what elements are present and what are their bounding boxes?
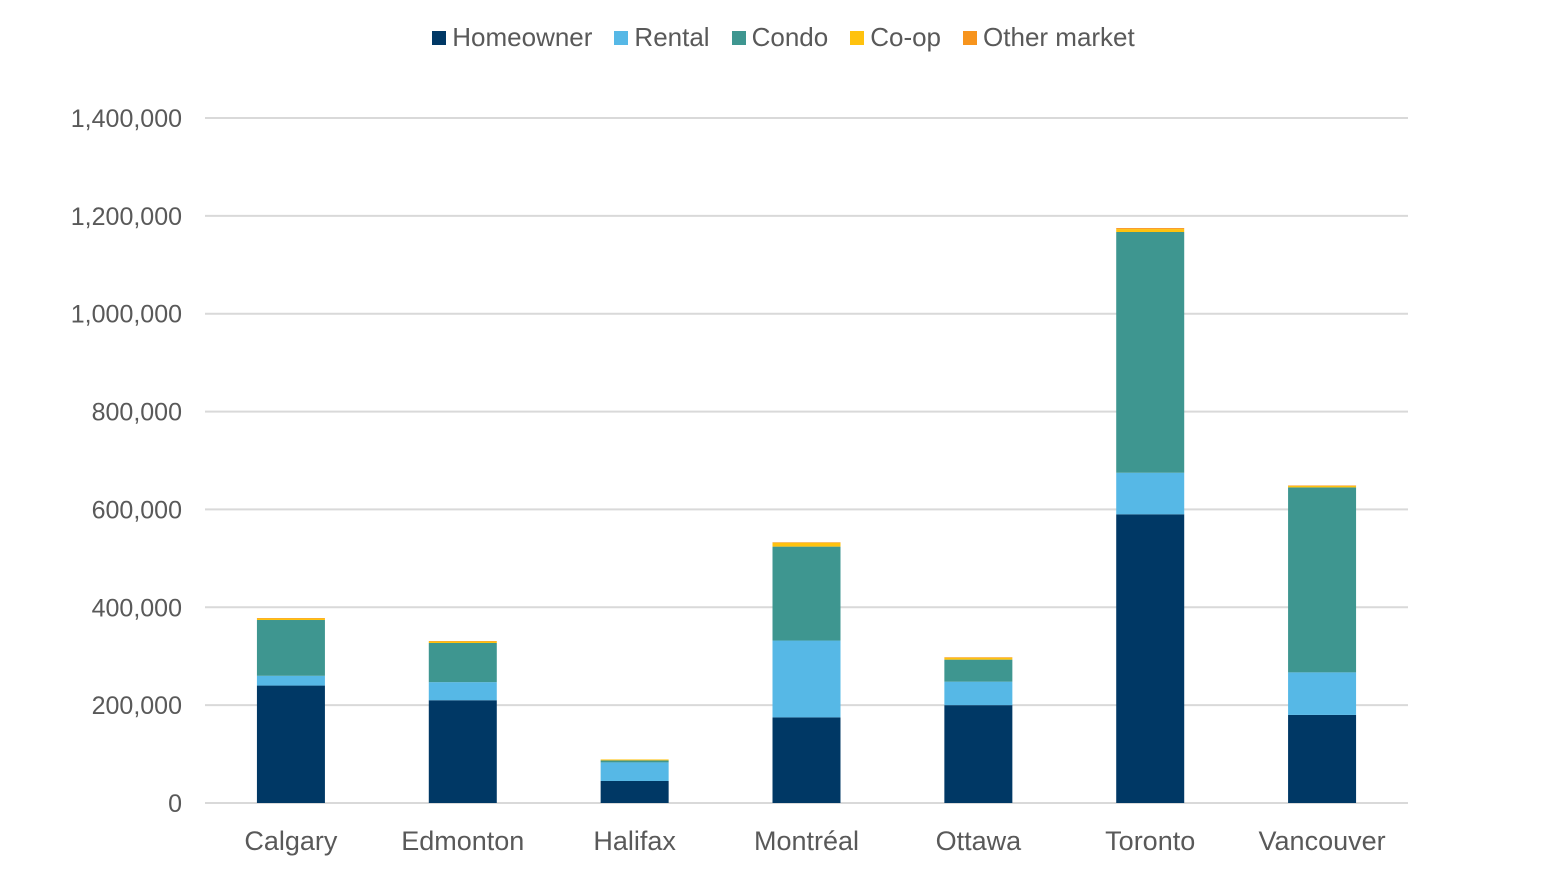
bar-segment-co-op — [1116, 229, 1185, 233]
bar-segment-co-op — [256, 618, 325, 621]
bar-segment-homeowner — [772, 717, 841, 803]
bar-segment-condo — [600, 760, 669, 763]
legend-item: Condo — [731, 22, 829, 53]
legend-item: Rental — [614, 22, 710, 53]
y-tick-label: 1,400,000 — [71, 105, 182, 133]
bar-segment-co-op — [944, 657, 1013, 660]
x-tick-label: Halifax — [593, 826, 676, 856]
y-tick-label: 1,200,000 — [71, 203, 182, 231]
y-tick-label: 0 — [168, 790, 182, 818]
legend-item: Co-op — [850, 22, 941, 53]
bar-segment-condo — [1116, 232, 1185, 473]
bar-segment-condo — [256, 620, 325, 676]
bar-segment-co-op — [600, 759, 669, 761]
legend-swatch — [963, 30, 978, 45]
bar-segment-condo — [428, 643, 497, 683]
bar-segment-other-market — [1116, 228, 1185, 230]
x-tick-label: Ottawa — [936, 826, 1023, 856]
bar-segment-condo — [944, 659, 1013, 682]
bar-segment-rental — [1288, 672, 1357, 715]
y-tick-label: 800,000 — [92, 399, 182, 427]
bar-segment-rental — [600, 762, 669, 781]
bar-segment-homeowner — [600, 780, 669, 803]
legend-swatch — [731, 30, 746, 45]
legend-label: Rental — [634, 22, 710, 52]
bar-segment-rental — [1116, 472, 1185, 515]
bar-segment-homeowner — [1288, 714, 1357, 803]
bar-segment-co-op — [428, 641, 497, 644]
legend-label: Other market — [983, 22, 1135, 52]
x-tick-label: Montréal — [754, 826, 859, 856]
legend-swatch — [614, 30, 629, 45]
bar-segment-homeowner — [256, 685, 325, 803]
y-tick-label: 1,000,000 — [71, 301, 182, 329]
bar-segment-co-op — [772, 542, 841, 547]
bar-segment-rental — [428, 682, 497, 701]
y-tick-label: 400,000 — [92, 594, 182, 622]
bar-segment-condo — [772, 546, 841, 641]
x-tick-label: Vancouver — [1259, 826, 1386, 856]
y-tick-label: 200,000 — [92, 692, 182, 720]
bar-segment-rental — [944, 681, 1013, 706]
legend-label: Condo — [751, 22, 829, 52]
bar-segment-homeowner — [428, 700, 497, 803]
bar-segment-co-op — [1288, 485, 1357, 488]
bar-segment-rental — [772, 640, 841, 718]
legend-item: Other market — [963, 22, 1135, 53]
x-tick-label: Calgary — [244, 826, 338, 856]
x-tick-label: Toronto — [1105, 826, 1195, 856]
bar-segment-homeowner — [1116, 514, 1185, 803]
bar-segment-condo — [1288, 487, 1357, 673]
legend-swatch — [850, 30, 865, 45]
legend-label: Homeowner — [452, 22, 593, 52]
bar-segment-homeowner — [944, 705, 1013, 803]
legend: Homeowner Rental Condo Co-op Other market — [0, 22, 1567, 53]
legend-swatch — [432, 30, 447, 45]
legend-item: Homeowner — [432, 22, 592, 53]
y-tick-label: 600,000 — [92, 496, 182, 524]
legend-label: Co-op — [870, 22, 942, 52]
bar-segment-rental — [256, 675, 325, 686]
x-tick-label: Edmonton — [401, 826, 524, 856]
